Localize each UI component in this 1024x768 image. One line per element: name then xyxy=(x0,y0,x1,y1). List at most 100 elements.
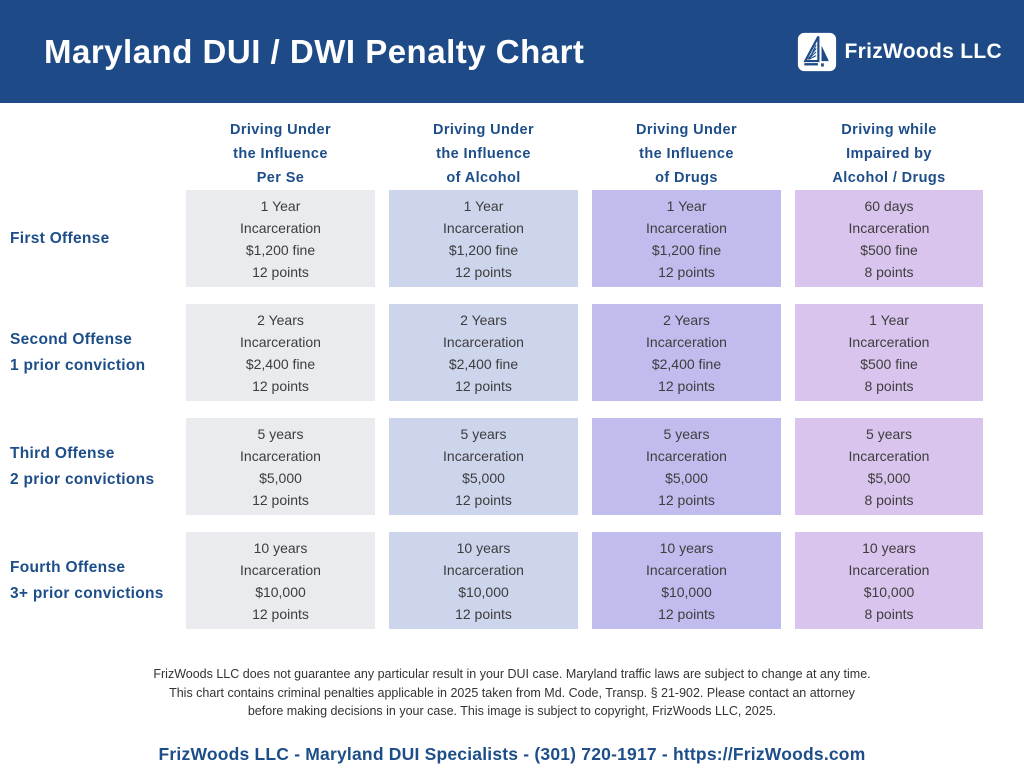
penalty-cell: 1 Year Incarceration $1,200 fine 12 poin… xyxy=(389,190,578,287)
penalty-type: Incarceration xyxy=(240,561,321,578)
penalty-fine: $5,000 xyxy=(259,469,302,486)
penalty-type: Incarceration xyxy=(646,219,727,236)
offense-name: Fourth Offense xyxy=(10,558,126,576)
penalty-type: Incarceration xyxy=(848,333,930,350)
penalty-term: 10 years xyxy=(253,539,308,556)
penalty-term: 5 years xyxy=(866,425,912,442)
penalty-term: 2 Years xyxy=(663,311,710,328)
penalty-cell: 10 years Incarceration $10,000 8 points xyxy=(795,532,983,629)
penalty-fine: $500 fine xyxy=(860,355,918,372)
penalty-type: Incarceration xyxy=(848,561,930,578)
penalty-points: 12 points xyxy=(455,605,512,622)
column-header-row: Driving Under the Influence Per Se Drivi… xyxy=(10,118,1014,190)
penalty-term: 1 Year xyxy=(260,197,301,214)
penalty-table-body: First Offense 1 Year Incarceration $1,20… xyxy=(10,190,1014,629)
penalty-points: 12 points xyxy=(658,605,715,622)
penalty-type: Incarceration xyxy=(646,333,727,350)
offense-priors: 1 prior conviction xyxy=(10,356,146,374)
penalty-term: 10 years xyxy=(862,539,916,556)
penalty-type: Incarceration xyxy=(443,333,524,350)
row-label-first-offense: First Offense xyxy=(10,190,172,287)
brand: FrizWoods LLC xyxy=(797,32,1003,72)
penalty-cell: 10 years Incarceration $10,000 12 points xyxy=(389,532,578,629)
penalty-cell: 5 years Incarceration $5,000 12 points xyxy=(186,418,375,515)
offense-priors: 3+ prior convictions xyxy=(10,584,164,602)
penalty-type: Incarceration xyxy=(240,447,321,464)
penalty-cell: 5 years Incarceration $5,000 12 points xyxy=(389,418,578,515)
penalty-term: 5 years xyxy=(460,425,507,442)
disclaimer: FrizWoods LLC does not guarantee any par… xyxy=(0,665,1024,721)
penalty-points: 8 points xyxy=(864,605,914,622)
disclaimer-line: This chart contains criminal penalties a… xyxy=(169,685,855,700)
penalty-points: 12 points xyxy=(455,377,512,394)
penalty-type: Incarceration xyxy=(848,219,930,236)
column-header-drugs: Driving Under the Influence of Drugs xyxy=(635,122,738,186)
penalty-fine: $10,000 xyxy=(255,583,306,600)
penalty-term: 2 Years xyxy=(257,311,304,328)
penalty-type: Incarceration xyxy=(848,447,930,464)
penalty-points: 12 points xyxy=(455,263,512,280)
penalty-points: 8 points xyxy=(864,263,914,280)
penalty-type: Incarceration xyxy=(240,219,321,236)
penalty-type: Incarceration xyxy=(443,561,524,578)
penalty-term: 1 Year xyxy=(869,311,909,328)
sailboat-logo-icon xyxy=(797,32,837,72)
penalty-points: 12 points xyxy=(658,491,715,508)
column-header-per-se: Driving Under the Influence Per Se xyxy=(229,122,332,186)
penalty-cell: 5 years Incarceration $5,000 12 points xyxy=(592,418,781,515)
footer-contact-line: FrizWoods LLC - Maryland DUI Specialists… xyxy=(158,743,866,764)
row-label-fourth-offense: Fourth Offense 3+ prior convictions xyxy=(10,532,172,629)
offense-name: First Offense xyxy=(10,229,110,247)
penalty-fine: $2,400 fine xyxy=(245,355,316,372)
penalty-cell: 1 Year Incarceration $1,200 fine 12 poin… xyxy=(186,190,375,287)
penalty-points: 12 points xyxy=(455,491,512,508)
penalty-cell: 2 Years Incarceration $2,400 fine 12 poi… xyxy=(389,304,578,401)
penalty-points: 12 points xyxy=(252,605,309,622)
penalty-cell: 2 Years Incarceration $2,400 fine 12 poi… xyxy=(186,304,375,401)
penalty-type: Incarceration xyxy=(646,447,727,464)
penalty-points: 12 points xyxy=(252,377,309,394)
penalty-fine: $1,200 fine xyxy=(245,241,316,258)
penalty-type: Incarceration xyxy=(240,333,321,350)
penalty-fine: $5,000 xyxy=(867,469,911,486)
row-label-third-offense: Third Offense 2 prior convictions xyxy=(10,418,172,515)
penalty-type: Incarceration xyxy=(443,219,524,236)
penalty-cell: 60 days Incarceration $500 fine 8 points xyxy=(795,190,983,287)
corner-spacer xyxy=(10,118,172,190)
penalty-cell: 1 Year Incarceration $500 fine 8 points xyxy=(795,304,983,401)
penalty-term: 2 Years xyxy=(460,311,507,328)
penalty-fine: $10,000 xyxy=(458,583,509,600)
penalty-term: 1 Year xyxy=(666,197,707,214)
offense-priors: 2 prior convictions xyxy=(10,470,155,488)
disclaimer-line: before making decisions in your case. Th… xyxy=(247,704,777,718)
penalty-points: 8 points xyxy=(864,491,914,508)
header-bar: Maryland DUI / DWI Penalty Chart FrizWoo… xyxy=(0,0,1024,103)
penalty-fine: $1,200 fine xyxy=(448,241,519,258)
penalty-points: 12 points xyxy=(252,491,309,508)
penalty-points: 12 points xyxy=(252,263,309,280)
penalty-fine: $10,000 xyxy=(661,583,712,600)
column-header-alcohol: Driving Under the Influence of Alcohol xyxy=(432,122,535,186)
penalty-cell: 5 years Incarceration $5,000 8 points xyxy=(795,418,983,515)
penalty-cell: 2 Years Incarceration $2,400 fine 12 poi… xyxy=(592,304,781,401)
penalty-term: 1 Year xyxy=(463,197,504,214)
penalty-fine: $500 fine xyxy=(860,241,918,258)
offense-name: Second Offense xyxy=(10,330,133,348)
penalty-fine: $1,200 fine xyxy=(651,241,722,258)
penalty-term: 60 days xyxy=(864,197,914,214)
offense-name: Third Offense xyxy=(10,444,115,462)
penalty-fine: $2,400 fine xyxy=(651,355,722,372)
brand-name: FrizWoods LLC xyxy=(844,39,1002,63)
penalty-term: 5 years xyxy=(257,425,304,442)
penalty-points: 12 points xyxy=(658,263,715,280)
penalty-term: 10 years xyxy=(659,539,714,556)
penalty-fine: $5,000 xyxy=(665,469,708,486)
penalty-fine: $5,000 xyxy=(462,469,505,486)
penalty-term: 10 years xyxy=(456,539,511,556)
penalty-points: 12 points xyxy=(658,377,715,394)
penalty-fine: $2,400 fine xyxy=(448,355,519,372)
penalty-cell: 10 years Incarceration $10,000 12 points xyxy=(592,532,781,629)
column-header-impaired: Driving while Impaired by Alcohol / Drug… xyxy=(832,122,946,186)
disclaimer-line: FrizWoods LLC does not guarantee any par… xyxy=(153,667,871,681)
